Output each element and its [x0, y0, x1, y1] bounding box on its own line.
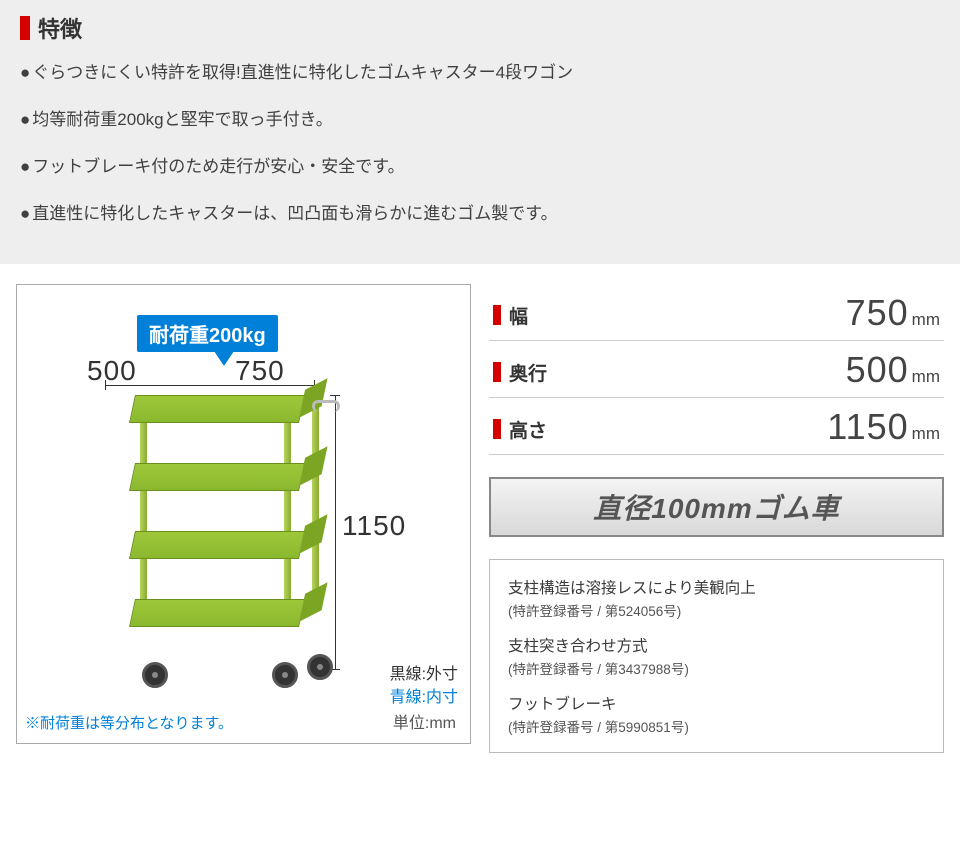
wheel-banner: 直径100mmゴム車 [489, 477, 944, 537]
dimension-depth: 500 [87, 355, 137, 387]
wagon-post [312, 393, 319, 608]
patent-box: 支柱構造は溶接レスにより美観向上 (特許登録番号 / 第524056号) 支柱突… [489, 559, 944, 753]
feature-list: ぐらつきにくい特許を取得!直進性に特化したゴムキャスター4段ワゴン 均等耐荷重2… [20, 58, 940, 224]
spec-unit: mm [912, 424, 940, 443]
patent-number: (特許登録番号 / 第5990851号) [508, 716, 925, 736]
unit-label: 単位:mm [393, 709, 456, 733]
legend-box: 黒線:外寸 青線:内寸 [390, 664, 458, 709]
specs-panel: 幅 750mm 奥行 500mm 高さ 1150mm 直径100mmゴム車 支柱… [489, 284, 944, 753]
spec-label: 高さ [493, 416, 547, 443]
wagon-shelf [129, 463, 305, 491]
wagon-illustration [132, 395, 302, 660]
wagon-shelf [129, 395, 305, 423]
spec-label: 幅 [493, 302, 528, 329]
feature-item: ぐらつきにくい特許を取得!直進性に特化したゴムキャスター4段ワゴン [20, 58, 940, 83]
dimension-height: 1150 [342, 510, 406, 542]
wagon-shelf [129, 599, 305, 627]
legend-black-line: 黒線:外寸 [390, 664, 458, 686]
patent-title: 支柱構造は溶接レスにより美観向上 [508, 576, 925, 598]
spec-value: 1150 [827, 406, 908, 447]
patent-item: 支柱突き合わせ方式 (特許登録番号 / 第3437988号) [508, 634, 925, 678]
dimension-width: 750 [235, 355, 285, 387]
feature-item: 直進性に特化したキャスターは、凹凸面も滑らかに進むゴム製です。 [20, 199, 940, 224]
features-section: 特徴 ぐらつきにくい特許を取得!直進性に特化したゴムキャスター4段ワゴン 均等耐… [0, 0, 960, 264]
features-title: 特徴 [20, 12, 940, 44]
diagram-inner: 耐荷重200kg 500 750 1150 黒線:外寸 [17, 285, 470, 743]
dimension-line-top [105, 385, 315, 386]
spec-value-wrap: 500mm [846, 349, 940, 391]
feature-item: フットブレーキ付のため走行が安心・安全です。 [20, 152, 940, 177]
spec-row-depth: 奥行 500mm [489, 341, 944, 398]
bottom-section: 耐荷重200kg 500 750 1150 黒線:外寸 [0, 264, 960, 773]
spec-label: 奥行 [493, 359, 547, 386]
legend-blue-line: 青線:内寸 [390, 687, 458, 709]
spec-unit: mm [912, 310, 940, 329]
spec-value-wrap: 750mm [846, 292, 940, 334]
wagon-post [140, 405, 147, 625]
patent-number: (特許登録番号 / 第3437988号) [508, 658, 925, 678]
spec-value: 500 [846, 349, 909, 390]
wagon-handle [312, 400, 340, 412]
spec-row-height: 高さ 1150mm [489, 398, 944, 455]
patent-item: フットブレーキ (特許登録番号 / 第5990851号) [508, 692, 925, 736]
arrow-down-icon [212, 348, 236, 366]
patent-item: 支柱構造は溶接レスにより美観向上 (特許登録番号 / 第524056号) [508, 576, 925, 620]
wagon-post [284, 405, 291, 625]
spec-row-width: 幅 750mm [489, 284, 944, 341]
patent-number: (特許登録番号 / 第524056号) [508, 600, 925, 620]
load-note: ※耐荷重は等分布となります。 [25, 712, 233, 733]
diagram-box: 耐荷重200kg 500 750 1150 黒線:外寸 [16, 284, 471, 744]
dimension-line-side [335, 395, 336, 670]
load-capacity-label: 耐荷重200kg [137, 315, 278, 352]
patent-title: 支柱突き合わせ方式 [508, 634, 925, 656]
spec-unit: mm [912, 367, 940, 386]
wagon-shelf [129, 531, 305, 559]
spec-value: 750 [846, 292, 909, 333]
feature-item: 均等耐荷重200kgと堅牢で取っ手付き。 [20, 105, 940, 130]
spec-value-wrap: 1150mm [827, 406, 940, 448]
caster-icon [307, 654, 333, 680]
patent-title: フットブレーキ [508, 692, 925, 714]
caster-icon [142, 662, 168, 688]
caster-icon [272, 662, 298, 688]
